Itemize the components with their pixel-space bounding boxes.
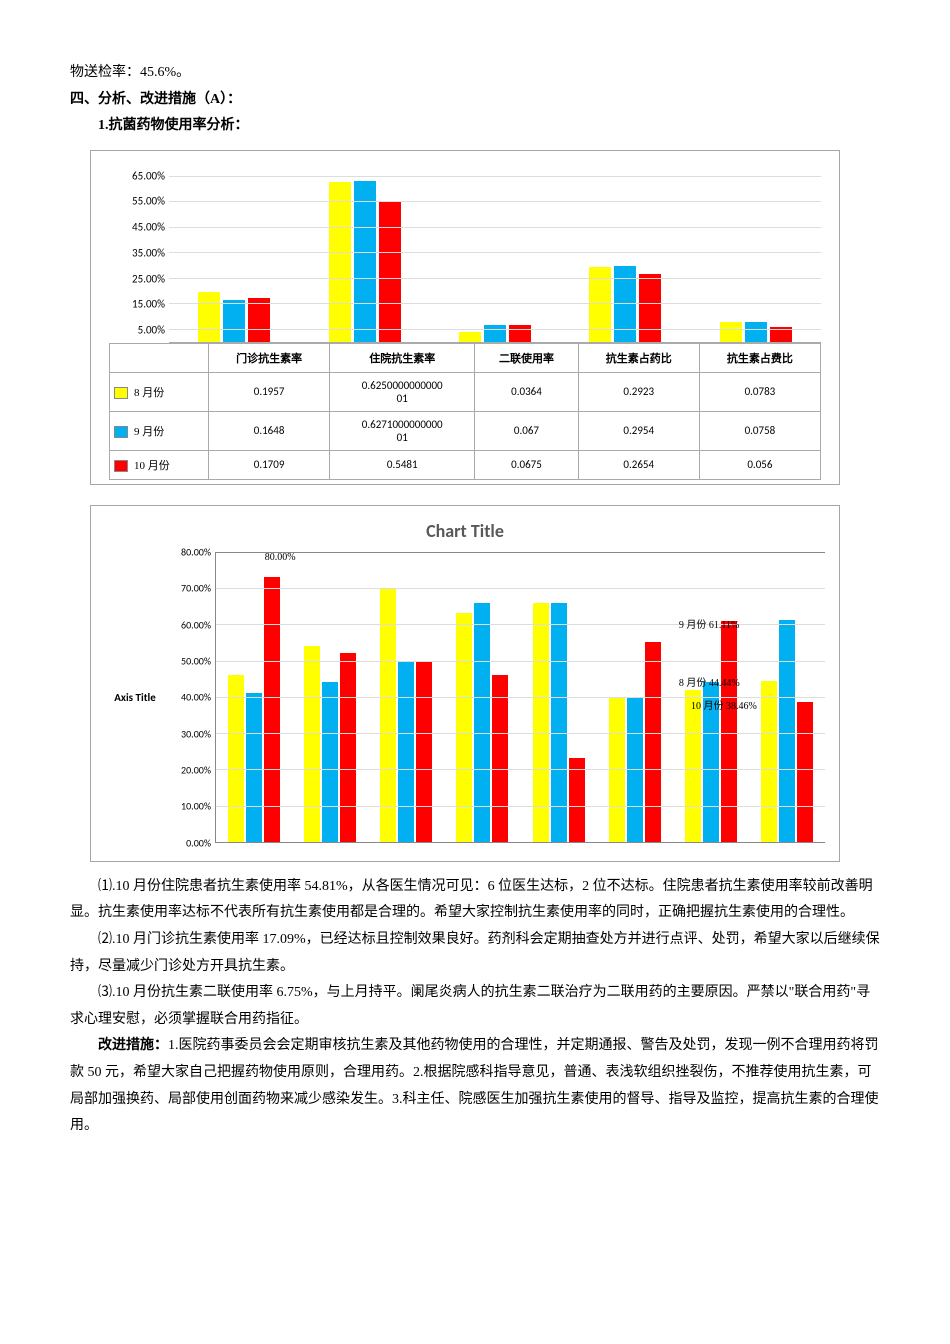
- chart2-bar: [228, 675, 244, 842]
- chart2-ytick: 30.00%: [181, 727, 211, 740]
- chart1-cell: 0.2954: [578, 411, 699, 450]
- chart2-bar: [340, 653, 356, 842]
- paragraph-1: ⑴.10 月份住院患者抗生素使用率 54.81%，从各医生情况可见：6 位医生达…: [70, 874, 880, 927]
- chart2-ytick: 0.00%: [186, 836, 211, 849]
- chart1-bar: [720, 322, 742, 342]
- chart2-callout: 10 月份 38.46%: [691, 697, 757, 712]
- chart1-ytick: 65.00%: [132, 169, 165, 182]
- chart1-col-header: 抗生素占费比: [699, 343, 820, 372]
- chart2-plot: 80.00% 9 月份 61.11% 8 月份 44.44% 10 月份 38.46%: [215, 552, 825, 843]
- chart2-yaxis: 0.00%10.00%20.00%30.00%40.00%50.00%60.00…: [165, 552, 215, 843]
- chart2-bar: [721, 621, 737, 842]
- paragraph-3: ⑶.10 月份抗生素二联使用率 6.75%，与上月持平。阑尾炎病人的抗生素二联治…: [70, 980, 880, 1033]
- chart1-col-header: 住院抗生素率: [330, 343, 475, 372]
- legend-swatch: [114, 460, 128, 472]
- chart2-bar: [304, 646, 320, 842]
- chart2-title: Chart Title: [105, 520, 825, 542]
- chart1-bar: [509, 325, 531, 342]
- chart1-bar: [484, 325, 506, 342]
- chart1-bar: [248, 298, 270, 342]
- chart1-bar: [745, 322, 767, 341]
- chart2-bar: [797, 702, 813, 841]
- chart1-cell: 0.0783: [699, 372, 820, 411]
- chart1-cell: 0.056: [699, 450, 820, 479]
- paragraph-4: 改进措施：1.医院药事委员会会定期审核抗生素及其他药物使用的合理性，并定期通报、…: [70, 1033, 880, 1139]
- chart2-bar: [398, 661, 414, 842]
- chart1-cell: 0.0675: [475, 450, 578, 479]
- chart2-ytick: 80.00%: [181, 545, 211, 558]
- chart1-bar: [639, 274, 661, 342]
- chart1-ytick: 5.00%: [138, 323, 165, 336]
- chart1-cell: 0.0364: [475, 372, 578, 411]
- chart1-cell: 0.2654: [578, 450, 699, 479]
- chart1-cell: 0.6250000000000 01: [330, 372, 475, 411]
- chart2-ytick: 70.00%: [181, 582, 211, 595]
- chart2-axis-title: Axis Title: [105, 552, 165, 843]
- chart1-col-header: 门诊抗生素率: [209, 343, 330, 372]
- chart2-ytick: 50.00%: [181, 654, 211, 667]
- legend-label: 9 月份: [134, 426, 164, 438]
- legend-swatch: [114, 387, 128, 399]
- chart1-cell: 0.6271000000000 01: [330, 411, 475, 450]
- chart1-ytick: 35.00%: [132, 246, 165, 259]
- chart1-cell: 0.5481: [330, 450, 475, 479]
- chart1-cell: 0.1648: [209, 411, 330, 450]
- chart2-ytick: 40.00%: [181, 691, 211, 704]
- paragraph-2: ⑵.10 月门诊抗生素使用率 17.09%，已经达标且控制效果良好。药剂科会定期…: [70, 927, 880, 980]
- chart2-callout: 8 月份 44.44%: [679, 674, 740, 689]
- chart2-callout: 9 月份 61.11%: [679, 616, 739, 631]
- improve-label: 改进措施：: [98, 1038, 168, 1053]
- chart1-cell: 0.2923: [578, 372, 699, 411]
- chart2-bar: [569, 758, 585, 841]
- chart1-data-table: 门诊抗生素率住院抗生素率二联使用率抗生素占药比抗生素占费比8 月份0.19570…: [109, 343, 821, 480]
- chart2-bar: [779, 620, 795, 842]
- chart2-container: Chart Title Axis Title 0.00% 10.00% 20.00%…: [90, 505, 840, 862]
- chart2-bar: [492, 675, 508, 842]
- chart1-cell: 0.1957: [209, 372, 330, 411]
- legend-label: 8 月份: [134, 387, 164, 399]
- chart2-bar: [761, 681, 777, 842]
- chart2-bar: [456, 613, 472, 841]
- chart2-bar: [322, 682, 338, 842]
- chart1-cell: 0.0758: [699, 411, 820, 450]
- chart2-bar: [264, 577, 280, 842]
- chart1-bar: [329, 182, 351, 342]
- chart1-cell: 0.1709: [209, 450, 330, 479]
- legend-swatch: [114, 426, 128, 438]
- improve-text: 1.医院药事委员会会定期审核抗生素及其他药物使用的合理性，并定期通报、警告及处罚…: [70, 1038, 879, 1133]
- chart2-ytick: 20.00%: [181, 764, 211, 777]
- chart1-bar: [379, 202, 401, 342]
- chart1-ytick: 55.00%: [132, 195, 165, 208]
- chart1-ytick: 15.00%: [132, 298, 165, 311]
- chart2-callout: 80.00%: [265, 552, 296, 563]
- chart2-bar: [685, 690, 701, 842]
- intro-line: 物送检率：45.6%。: [70, 60, 880, 87]
- chart1-ytick: 25.00%: [132, 272, 165, 285]
- chart1-bar: [223, 300, 245, 342]
- chart1-ytick: 45.00%: [132, 221, 165, 234]
- chart1-col-header: 二联使用率: [475, 343, 578, 372]
- chart1-col-header: 抗生素占药比: [578, 343, 699, 372]
- chart1-plot: 5.00% 15.00% 25.00% 35.00% 45.00% 55.00% 65.00…: [109, 163, 821, 343]
- sub-heading: 1.抗菌药物使用率分析：: [70, 113, 880, 140]
- chart2-ytick: 10.00%: [181, 800, 211, 813]
- section-heading: 四、分析、改进措施（A）：: [70, 87, 880, 114]
- chart1-bar: [354, 181, 376, 341]
- chart2-bar: [380, 588, 396, 842]
- chart2-bar: [246, 693, 262, 842]
- chart2-bar: [645, 642, 661, 841]
- chart1-yaxis: 5.00% 15.00% 25.00% 35.00% 45.00% 55.00% 65.00…: [109, 163, 169, 343]
- chart1-cell: 0.067: [475, 411, 578, 450]
- chart2-ytick: 60.00%: [181, 618, 211, 631]
- chart1-grid: [169, 163, 821, 343]
- chart2-bar: [416, 661, 432, 842]
- chart1-bar: [198, 292, 220, 342]
- chart1-container: 5.00% 15.00% 25.00% 35.00% 45.00% 55.00% 65.00…: [90, 150, 840, 485]
- legend-label: 10 月份: [134, 460, 170, 472]
- chart1-bar: [459, 332, 481, 341]
